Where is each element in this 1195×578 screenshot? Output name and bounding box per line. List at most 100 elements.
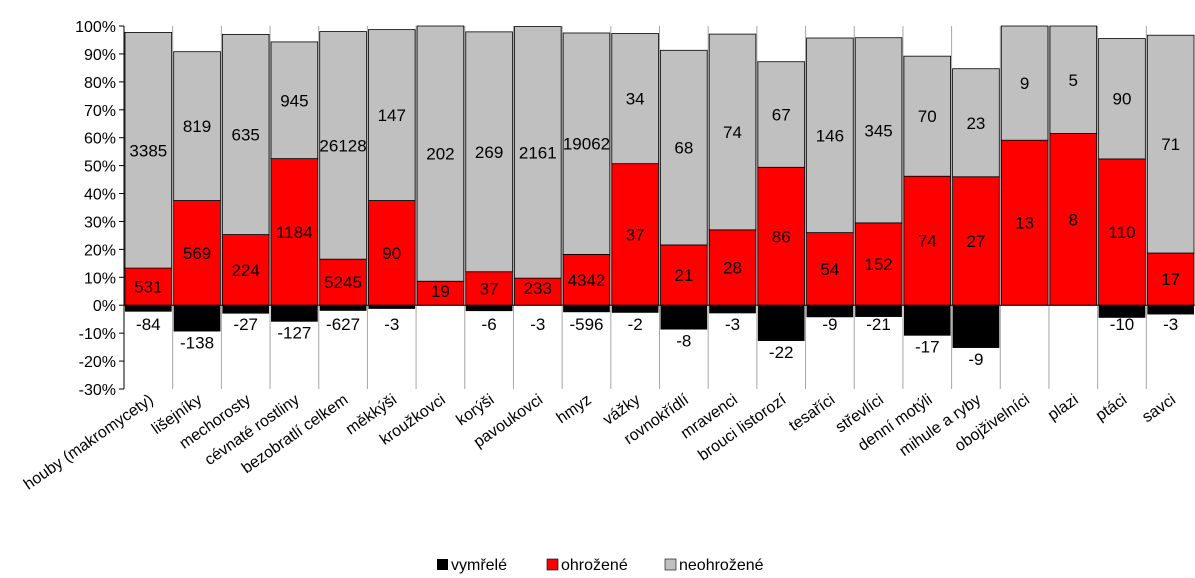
legend-label-vymrele: vymřelé [451,557,507,574]
bar-neohrozene [173,51,221,201]
bar-neohrozene [854,37,903,224]
y-tick-label: 70% [84,103,116,120]
legend-label-neohrozene: neohrožené [679,557,764,574]
data-label-neohrozene: 19062 [563,135,610,154]
bar-vymrele [660,305,708,330]
bar-neohrozene [1098,38,1146,160]
data-label-vymrele: -2 [628,315,643,334]
legend-swatch-neohrozene [664,558,677,571]
data-label-neohrozene: 67 [772,106,791,125]
data-label-ohrozene: 27 [966,232,985,251]
bar-ohrozene [1098,158,1146,306]
legend-swatch-ohrozene [546,558,559,571]
data-label-vymrele: -3 [530,315,545,334]
data-label-vymrele: -6 [482,315,497,334]
bar-neohrozene [368,29,416,201]
y-tick-label: 50% [84,159,116,176]
y-tick-label: 100% [75,19,116,36]
bar-neohrozene [514,26,562,279]
data-label-neohrozene: 269 [475,143,503,162]
data-label-vymrele: -138 [180,333,214,352]
bar-ohrozene [708,229,757,306]
data-label-neohrozene: 146 [816,126,844,145]
x-tick-label: houby (makromycety) [21,391,157,493]
bar-neohrozene [903,55,951,177]
data-label-neohrozene: 68 [674,139,693,158]
data-label-vymrele: -8 [676,332,691,351]
data-label-neohrozene: 635 [232,125,260,144]
bar-ohrozene [514,277,562,306]
data-label-vymrele: -21 [866,315,891,334]
bar-ohrozene [660,244,708,306]
data-label-ohrozene: 74 [918,232,937,251]
data-label-neohrozene: 74 [723,123,742,142]
bar-ohrozene [173,200,221,306]
x-tick-label: plazi [1045,391,1082,424]
bar-neohrozene [124,32,173,269]
data-label-neohrozene: 2161 [519,143,557,162]
data-label-neohrozene: 70 [918,107,937,126]
bar-ohrozene [416,280,465,306]
data-label-ohrozene: 54 [820,260,839,279]
bar-ohrozene [1000,139,1049,306]
y-tick-label: -30% [79,382,116,399]
data-label-neohrozene: 34 [626,90,645,109]
data-label-ohrozene: 531 [134,278,162,297]
x-tick-label: ptáci [1093,391,1130,424]
data-label-vymrele: -596 [569,315,603,334]
bar-neohrozene [611,33,659,165]
plot-area [172,26,1147,389]
data-label-ohrozene: 1184 [276,223,313,242]
bar-ohrozene [952,176,1000,306]
bar-neohrozene [319,31,367,260]
data-label-vymrele: -3 [1163,315,1178,334]
data-label-ohrozene: 4342 [568,271,606,290]
bar-ohrozene [1146,252,1195,306]
data-label-neohrozene: 90 [1113,90,1132,109]
data-label-neohrozene: 23 [966,114,985,133]
bar-vymrele [611,305,659,313]
bar-vymrele [125,305,172,312]
bar-vymrele [173,305,221,332]
bar-neohrozene [221,33,270,235]
data-label-ohrozene: 152 [864,255,892,274]
data-label-ohrozene: 224 [232,261,260,280]
data-label-vymrele: -9 [822,315,837,334]
y-tick-label: 80% [84,75,116,92]
data-label-ohrozene: 21 [674,266,693,285]
data-label-vymrele: -27 [233,315,258,334]
bar-vymrele [1098,305,1146,318]
bar-vymrele [222,305,270,314]
data-label-ohrozene: 37 [480,279,499,298]
bar-ohrozene [757,166,805,306]
bar-vymrele [319,305,367,311]
data-label-vymrele: -9 [968,350,983,369]
data-label-vymrele: -17 [915,338,940,357]
bar-ohrozene [1049,133,1098,306]
bar-neohrozene [708,33,757,231]
bar-neohrozene [562,32,611,255]
data-label-ohrozene: 233 [524,279,552,298]
y-tick-label: 30% [84,214,116,231]
bar-ohrozene [562,254,611,306]
data-label-ohrozene: 569 [183,244,211,263]
data-label-ohrozene: 90 [382,244,401,263]
data-label-vymrele: -84 [136,315,161,334]
data-label-ohrozene: 28 [723,259,742,278]
y-tick-label: 0% [93,298,116,315]
y-tick-label: 20% [84,242,116,259]
bar-vymrele [709,305,756,314]
bar-neohrozene [757,61,805,168]
y-tick-label: -20% [79,354,116,371]
data-label-ohrozene: 17 [1161,270,1180,289]
data-label-ohrozene: 8 [1069,210,1078,229]
legend-label-ohrozene: ohrožené [561,557,628,574]
bar-vymrele [952,305,1000,348]
x-tick-label: brouci listorozí [695,391,790,464]
bar-vymrele [563,305,610,313]
data-label-neohrozene: 147 [378,106,406,125]
x-tick-label: hmyz [554,391,595,427]
bar-neohrozene [806,37,854,234]
bar-vymrele [806,305,854,318]
bar-vymrele [1147,305,1194,315]
